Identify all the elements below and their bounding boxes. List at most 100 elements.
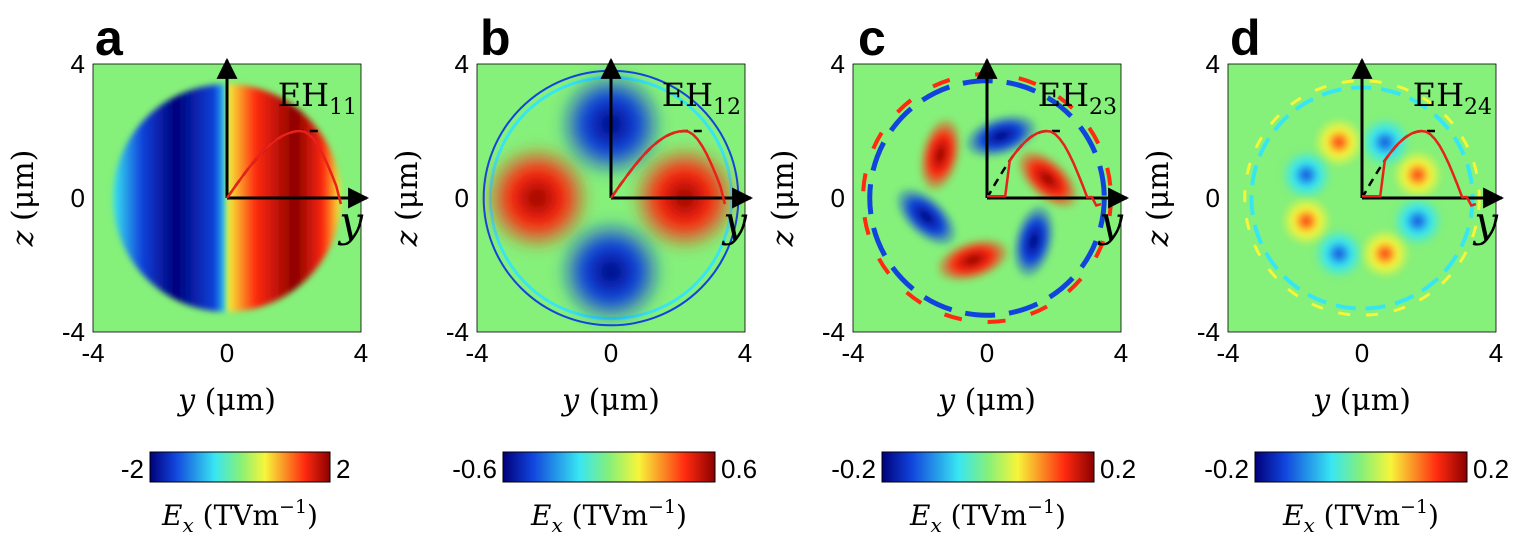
colorbar-label-sub: x — [1303, 513, 1314, 537]
y-axis-unit: (μm) — [766, 150, 801, 221]
colorbar-max: 0.2 — [1100, 454, 1136, 484]
x-axis-unit: (μm) — [205, 383, 276, 418]
x-axis-label: y (μm) — [936, 383, 1036, 418]
plot-frame — [1227, 63, 1497, 333]
x-axis-var: y — [936, 383, 964, 418]
x-tick-label: 0 — [604, 338, 618, 368]
x-tick-label: 0 — [220, 338, 234, 368]
field-lobe-3 — [894, 186, 958, 247]
panel-letter: d — [1230, 10, 1261, 66]
field-lobe-3 — [1281, 149, 1332, 201]
colorbar-label-close: ) — [1428, 499, 1439, 532]
y-axis-unit: (μm) — [1141, 150, 1176, 221]
colorbar-label-exp: −1 — [1027, 496, 1055, 518]
colorbar-label-unit: (TVm — [942, 499, 1027, 532]
y-tick-label: 4 — [1206, 49, 1220, 79]
y-tick-label: 0 — [1206, 183, 1220, 213]
plot-frame — [476, 63, 746, 333]
field-lobe-4 — [935, 237, 1011, 283]
colorbar — [502, 451, 716, 483]
mode-label: EH23 — [1038, 76, 1117, 120]
x-axis-var: y — [1311, 383, 1339, 418]
profile-line — [1362, 129, 1477, 207]
colorbar-label: Ex (TVm−1) — [1282, 496, 1439, 537]
y-axis-unit: (μm) — [6, 150, 41, 221]
profile-line — [987, 129, 1102, 207]
mode-label-main: EH — [1038, 76, 1089, 114]
colorbar-min: -0.2 — [831, 454, 876, 484]
y-tick-label: 4 — [455, 49, 469, 79]
colorbar-label: Ex (TVm−1) — [909, 496, 1066, 537]
colorbar-label-var: E — [530, 499, 551, 532]
colorbar-label-close: ) — [307, 499, 318, 532]
field-lobe-2 — [918, 116, 962, 193]
y-axis-unit: (μm) — [390, 150, 425, 221]
mode-label: EH11 — [278, 76, 357, 120]
y-axis-label: z (μm) — [1141, 150, 1176, 248]
colorbar-label: Ex (TVm−1) — [530, 496, 687, 537]
x-tick-label: 4 — [738, 338, 752, 368]
colorbar-label-unit: (TVm — [563, 499, 648, 532]
colorbar-label-var: E — [909, 499, 930, 532]
mode-label-main: EH — [1413, 76, 1464, 114]
colorbar-max: 0.6 — [721, 454, 757, 484]
x-tick-label: 4 — [1114, 338, 1128, 368]
field-lobe-6 — [1359, 228, 1411, 279]
mode-label: EH24 — [1413, 76, 1492, 120]
y-tick-label: 4 — [71, 49, 85, 79]
y-tick-label: -4 — [822, 317, 845, 347]
colorbar-min: -0.6 — [452, 454, 497, 484]
colorbar-label: Ex (TVm−1) — [161, 496, 318, 537]
panel-letter: a — [95, 10, 124, 66]
colorbar-label-exp: −1 — [1400, 496, 1428, 518]
field-lobe-3 — [557, 218, 665, 326]
colorbar-label-exp: −1 — [648, 496, 676, 518]
field-lobe-1 — [1359, 117, 1411, 168]
colorbar-max: 0.2 — [1473, 454, 1509, 484]
x-axis-unit: (μm) — [965, 383, 1036, 418]
inset-y-label: y — [1097, 197, 1124, 246]
field-lobe-0 — [483, 144, 591, 252]
colorbar-min: -0.2 — [1204, 454, 1249, 484]
colorbar-label-var: E — [161, 499, 182, 532]
profile-line — [609, 129, 727, 205]
profile-fit-line — [985, 129, 1066, 199]
field-lobe-4 — [1281, 195, 1332, 247]
y-tick-label: -4 — [62, 317, 85, 347]
field-lobe-2 — [1313, 117, 1365, 168]
colorbar-label-var: E — [1282, 499, 1303, 532]
y-axis-var: z — [766, 221, 801, 247]
y-axis-var: z — [1141, 221, 1176, 247]
inset-y-label: y — [1472, 197, 1499, 246]
colorbar-label-close: ) — [1055, 499, 1066, 532]
colorbar-label-exp: −1 — [279, 496, 307, 518]
x-axis-label: y (μm) — [1311, 383, 1411, 418]
colorbar-min: -2 — [121, 454, 144, 484]
colorbar-max: 2 — [336, 454, 350, 484]
mode-label-sub: 23 — [1089, 95, 1117, 120]
panel-letter: c — [858, 10, 886, 66]
inset-y-label: y — [337, 197, 364, 246]
colorbar — [881, 451, 1095, 483]
profile-line — [225, 129, 343, 205]
y-axis-label: z (μm) — [766, 150, 801, 248]
panel-letter: b — [480, 10, 511, 66]
profile-fit-line — [1360, 129, 1441, 199]
field-lobe-5 — [1313, 228, 1365, 279]
plot-frame — [92, 63, 362, 333]
mode-label-main: EH — [662, 76, 713, 114]
x-axis-var: y — [176, 383, 204, 418]
x-tick-label: 0 — [980, 338, 994, 368]
inset-y-label: y — [721, 197, 748, 246]
field-lobe-0 — [1016, 149, 1080, 210]
field-lobe-5 — [1012, 203, 1056, 280]
y-axis-label: z (μm) — [390, 150, 425, 248]
y-tick-label: -4 — [1197, 317, 1220, 347]
y-tick-label: -4 — [446, 317, 469, 347]
colorbar-label-unit: (TVm — [194, 499, 279, 532]
x-axis-unit: (μm) — [1340, 383, 1411, 418]
